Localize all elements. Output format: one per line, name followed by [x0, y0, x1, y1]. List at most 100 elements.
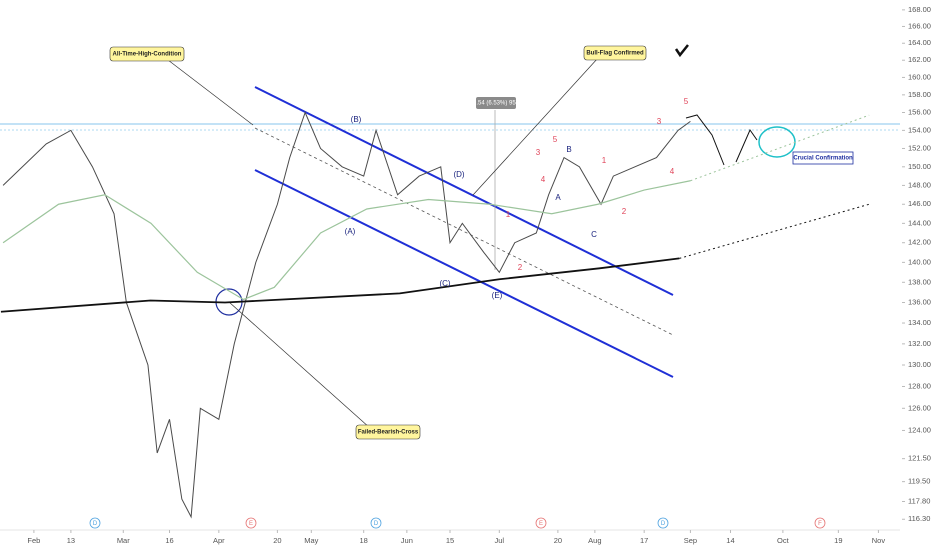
- y-tick-label: 138.00: [908, 277, 931, 286]
- x-tick-label: 17: [640, 536, 648, 545]
- x-tick-label: 20: [554, 536, 562, 545]
- y-tick-label: 128.00: [908, 381, 931, 390]
- callout-text: Crucial Confirmation: [793, 156, 853, 162]
- x-tick-label: 19: [834, 536, 842, 545]
- channel-mid: [254, 127, 674, 336]
- y-tick-label: 150.00: [908, 162, 931, 171]
- wave-label: 5: [684, 97, 689, 106]
- y-tick-label: 158.00: [908, 90, 931, 99]
- confirm-ellipse: [758, 126, 796, 158]
- callout-box: [355, 424, 421, 440]
- date-marker-label: D: [93, 521, 98, 527]
- x-tick-label: Mar: [117, 536, 130, 545]
- x-tick-label: 18: [360, 536, 368, 545]
- y-tick-label: 144.00: [908, 218, 931, 227]
- date-marker: [89, 517, 101, 529]
- projection-arrow: [685, 114, 725, 166]
- y-tick-label: 166.00: [908, 21, 931, 30]
- x-tick-label: Nov: [872, 536, 886, 545]
- y-tick-label: 160.00: [908, 72, 931, 81]
- wave-label: 4: [541, 175, 546, 184]
- projection-arrow: [735, 128, 758, 163]
- x-tick-label: 14: [726, 536, 734, 545]
- callout-box: [583, 45, 647, 61]
- y-tick-label: 154.00: [908, 125, 931, 134]
- wave-label: (B): [351, 115, 362, 124]
- date-marker: [245, 517, 257, 529]
- wave-label: (C): [439, 279, 450, 288]
- callout-pointer: [472, 57, 599, 196]
- y-tick-label: 124.00: [908, 425, 931, 434]
- y-tick-label: 168.00: [908, 5, 931, 14]
- wave-label: B: [566, 145, 571, 154]
- y-tick-label: 136.00: [908, 298, 931, 307]
- price-line: [0, 257, 680, 313]
- y-tick-label: 140.00: [908, 257, 931, 266]
- date-marker: [657, 517, 669, 529]
- wave-label: 2: [518, 263, 523, 272]
- x-tick-label: Feb: [27, 536, 40, 545]
- y-tick-label: 152.00: [908, 143, 931, 152]
- price-line: [2, 180, 691, 301]
- date-marker: [814, 517, 826, 529]
- x-tick-label: Aug: [588, 536, 601, 545]
- wave-label: (A): [345, 227, 356, 236]
- date-marker-label: E: [249, 521, 253, 527]
- x-tick-label: 16: [165, 536, 173, 545]
- y-tick-label: 117.80: [908, 496, 930, 505]
- wave-label: 1: [602, 156, 607, 165]
- wave-label: (E): [492, 291, 503, 300]
- channel-line: [254, 169, 674, 378]
- y-tick-label: 162.00: [908, 55, 931, 64]
- wave-label: 3: [657, 117, 662, 126]
- wave-label: C: [591, 230, 597, 239]
- y-tick-label: 121.50: [908, 454, 931, 463]
- measure-label: 9.54 (6.53%) 954: [473, 101, 520, 107]
- callout-text: Failed-Bearish-Cross: [358, 430, 419, 436]
- x-tick-label: Apr: [213, 536, 225, 545]
- date-marker: [370, 517, 382, 529]
- drawings: All-Time-High-Condition Bull-Flag Confir…: [0, 44, 900, 531]
- y-tick-label: 148.00: [908, 180, 931, 189]
- checkmark: [674, 44, 689, 58]
- price-line: [2, 111, 691, 519]
- callout-text: Bull-Flag Confirmed: [586, 51, 644, 57]
- x-tick-label: 15: [446, 536, 454, 545]
- date-marker: [535, 517, 547, 529]
- callout-box: [792, 151, 854, 165]
- y-tick-label: 134.00: [908, 318, 931, 327]
- x-tick-label: 20: [273, 536, 281, 545]
- x-tick-label: Sep: [684, 536, 697, 545]
- y-tick-label: 130.00: [908, 360, 931, 369]
- y-tick-label: 116.30: [908, 514, 930, 523]
- y-tick-label: 142.00: [908, 238, 931, 247]
- date-marker-label: F: [818, 521, 822, 527]
- y-tick-label: 119.50: [908, 477, 930, 486]
- date-marker-label: D: [374, 521, 379, 527]
- measure-box: [476, 97, 516, 109]
- wave-label: (D): [453, 170, 464, 179]
- y-tick-label: 132.00: [908, 339, 931, 348]
- channel-line: [254, 86, 674, 296]
- date-marker-label: E: [539, 521, 543, 527]
- wave-label: 3: [536, 148, 541, 157]
- x-tick-label: Jul: [495, 536, 505, 545]
- callout-pointer: [228, 301, 371, 429]
- wave-label: 1: [506, 210, 511, 219]
- price-line: [690, 114, 870, 182]
- wave-label: 5: [553, 135, 558, 144]
- callout-pointer: [167, 59, 254, 126]
- x-tick-label: May: [304, 536, 318, 545]
- x-tick-label: Oct: [777, 536, 790, 545]
- x-tick-label: 13: [67, 536, 75, 545]
- y-tick-label: 156.00: [908, 107, 931, 116]
- wave-label: 4: [670, 167, 675, 176]
- price-line: [679, 203, 870, 259]
- callout-text: All-Time-High-Condition: [113, 52, 182, 58]
- wave-label: 2: [622, 207, 627, 216]
- y-tick-label: 146.00: [908, 199, 931, 208]
- y-tick-label: 126.00: [908, 403, 931, 412]
- callout-box: [109, 46, 185, 62]
- x-tick-label: Jun: [401, 536, 413, 545]
